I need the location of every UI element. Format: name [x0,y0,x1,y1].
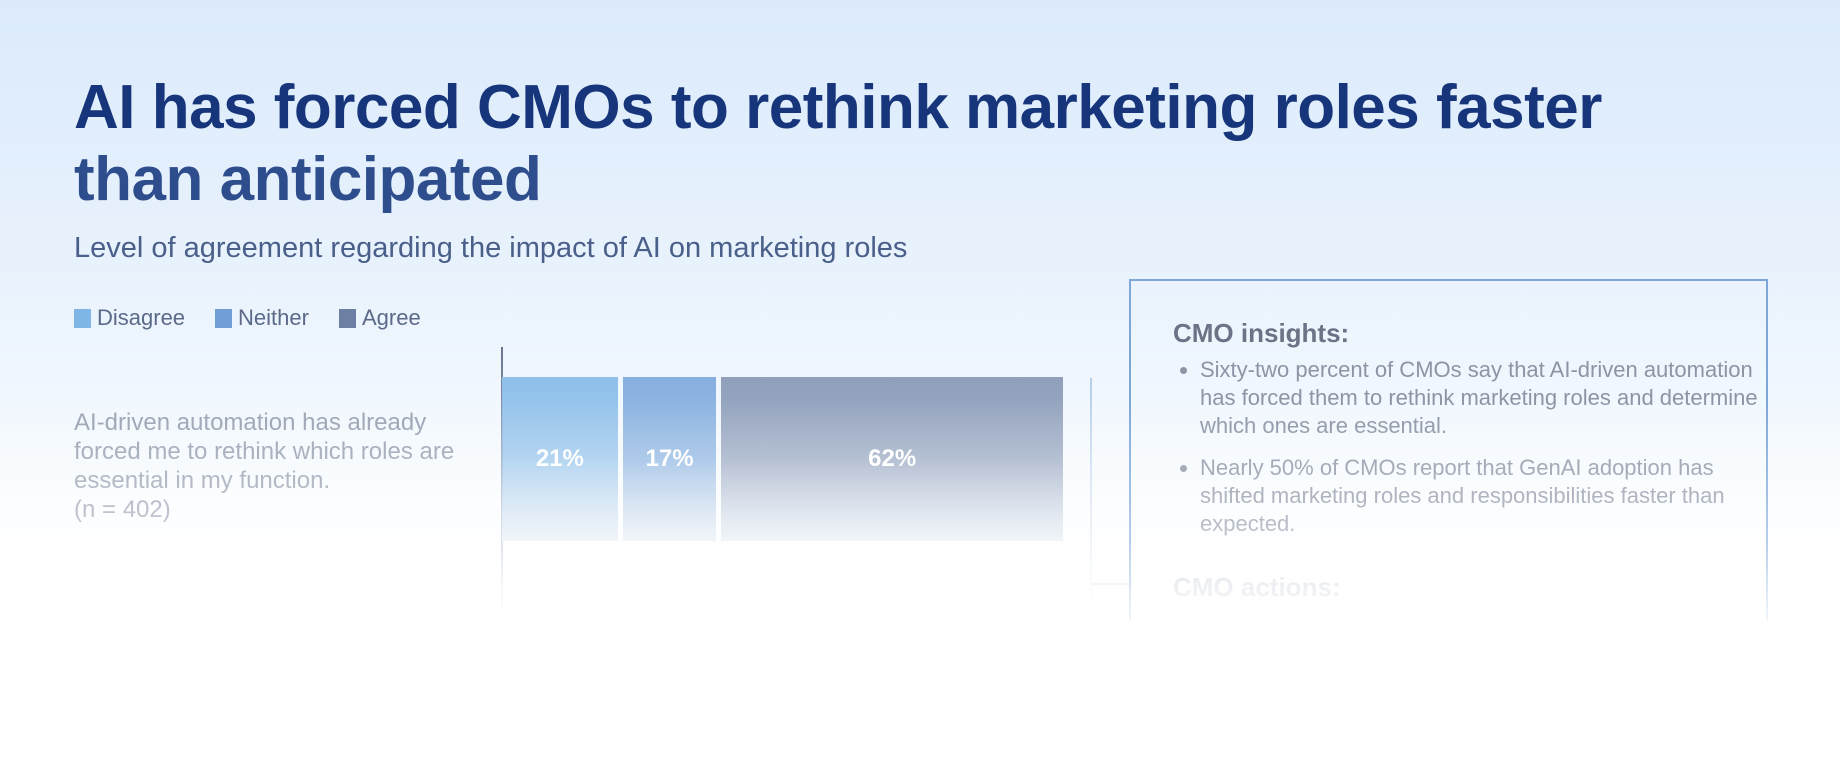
legend-swatch [215,308,233,328]
bar-segment-neither: 17% [622,377,717,541]
insight-bullet: Sixty-two percent of CMOs say that AI-dr… [1200,356,1760,440]
title-line-2: than anticipated [74,145,542,214]
insights-list: Sixty-two percent of CMOs say that AI-dr… [1178,356,1760,552]
legend-label: Disagree [97,305,186,330]
data-label: 62% [868,445,917,472]
insight-bullet: Nearly 50% of CMOs report that GenAI ado… [1200,454,1760,538]
stacked-bar: 21% 17% 62% [502,377,1063,541]
bar-segment-disagree: 21% [502,377,618,541]
page-title: AI has forced CMOs to rethink marketing … [74,72,1674,216]
legend-item-agree: Agree [338,305,421,331]
connector-tick [1091,583,1129,585]
connector-line [1090,378,1092,608]
chart-legend: Disagree Neither Agree [74,305,421,331]
chart-subtitle: Level of agreement regarding the impact … [74,232,908,264]
legend-swatch [338,308,356,328]
category-label: AI-driven automation has already forced … [74,408,494,524]
actions-heading: CMO actions: [1173,572,1341,602]
insights-heading: CMO insights: [1173,318,1350,348]
category-text: AI-driven automation has already forced … [74,409,455,494]
bar-segment-agree: 62% [721,377,1063,541]
legend-label: Neither [238,305,309,330]
legend-swatch [74,308,91,328]
sample-size-note: (n = 402) [74,496,171,523]
data-label: 21% [535,445,584,472]
legend-item-disagree: Disagree [74,305,185,331]
legend-label: Agree [361,305,421,330]
title-line-1: AI has forced CMOs to rethink marketing … [74,73,1602,142]
legend-item-neither: Neither [215,305,309,331]
data-label: 17% [645,445,694,472]
